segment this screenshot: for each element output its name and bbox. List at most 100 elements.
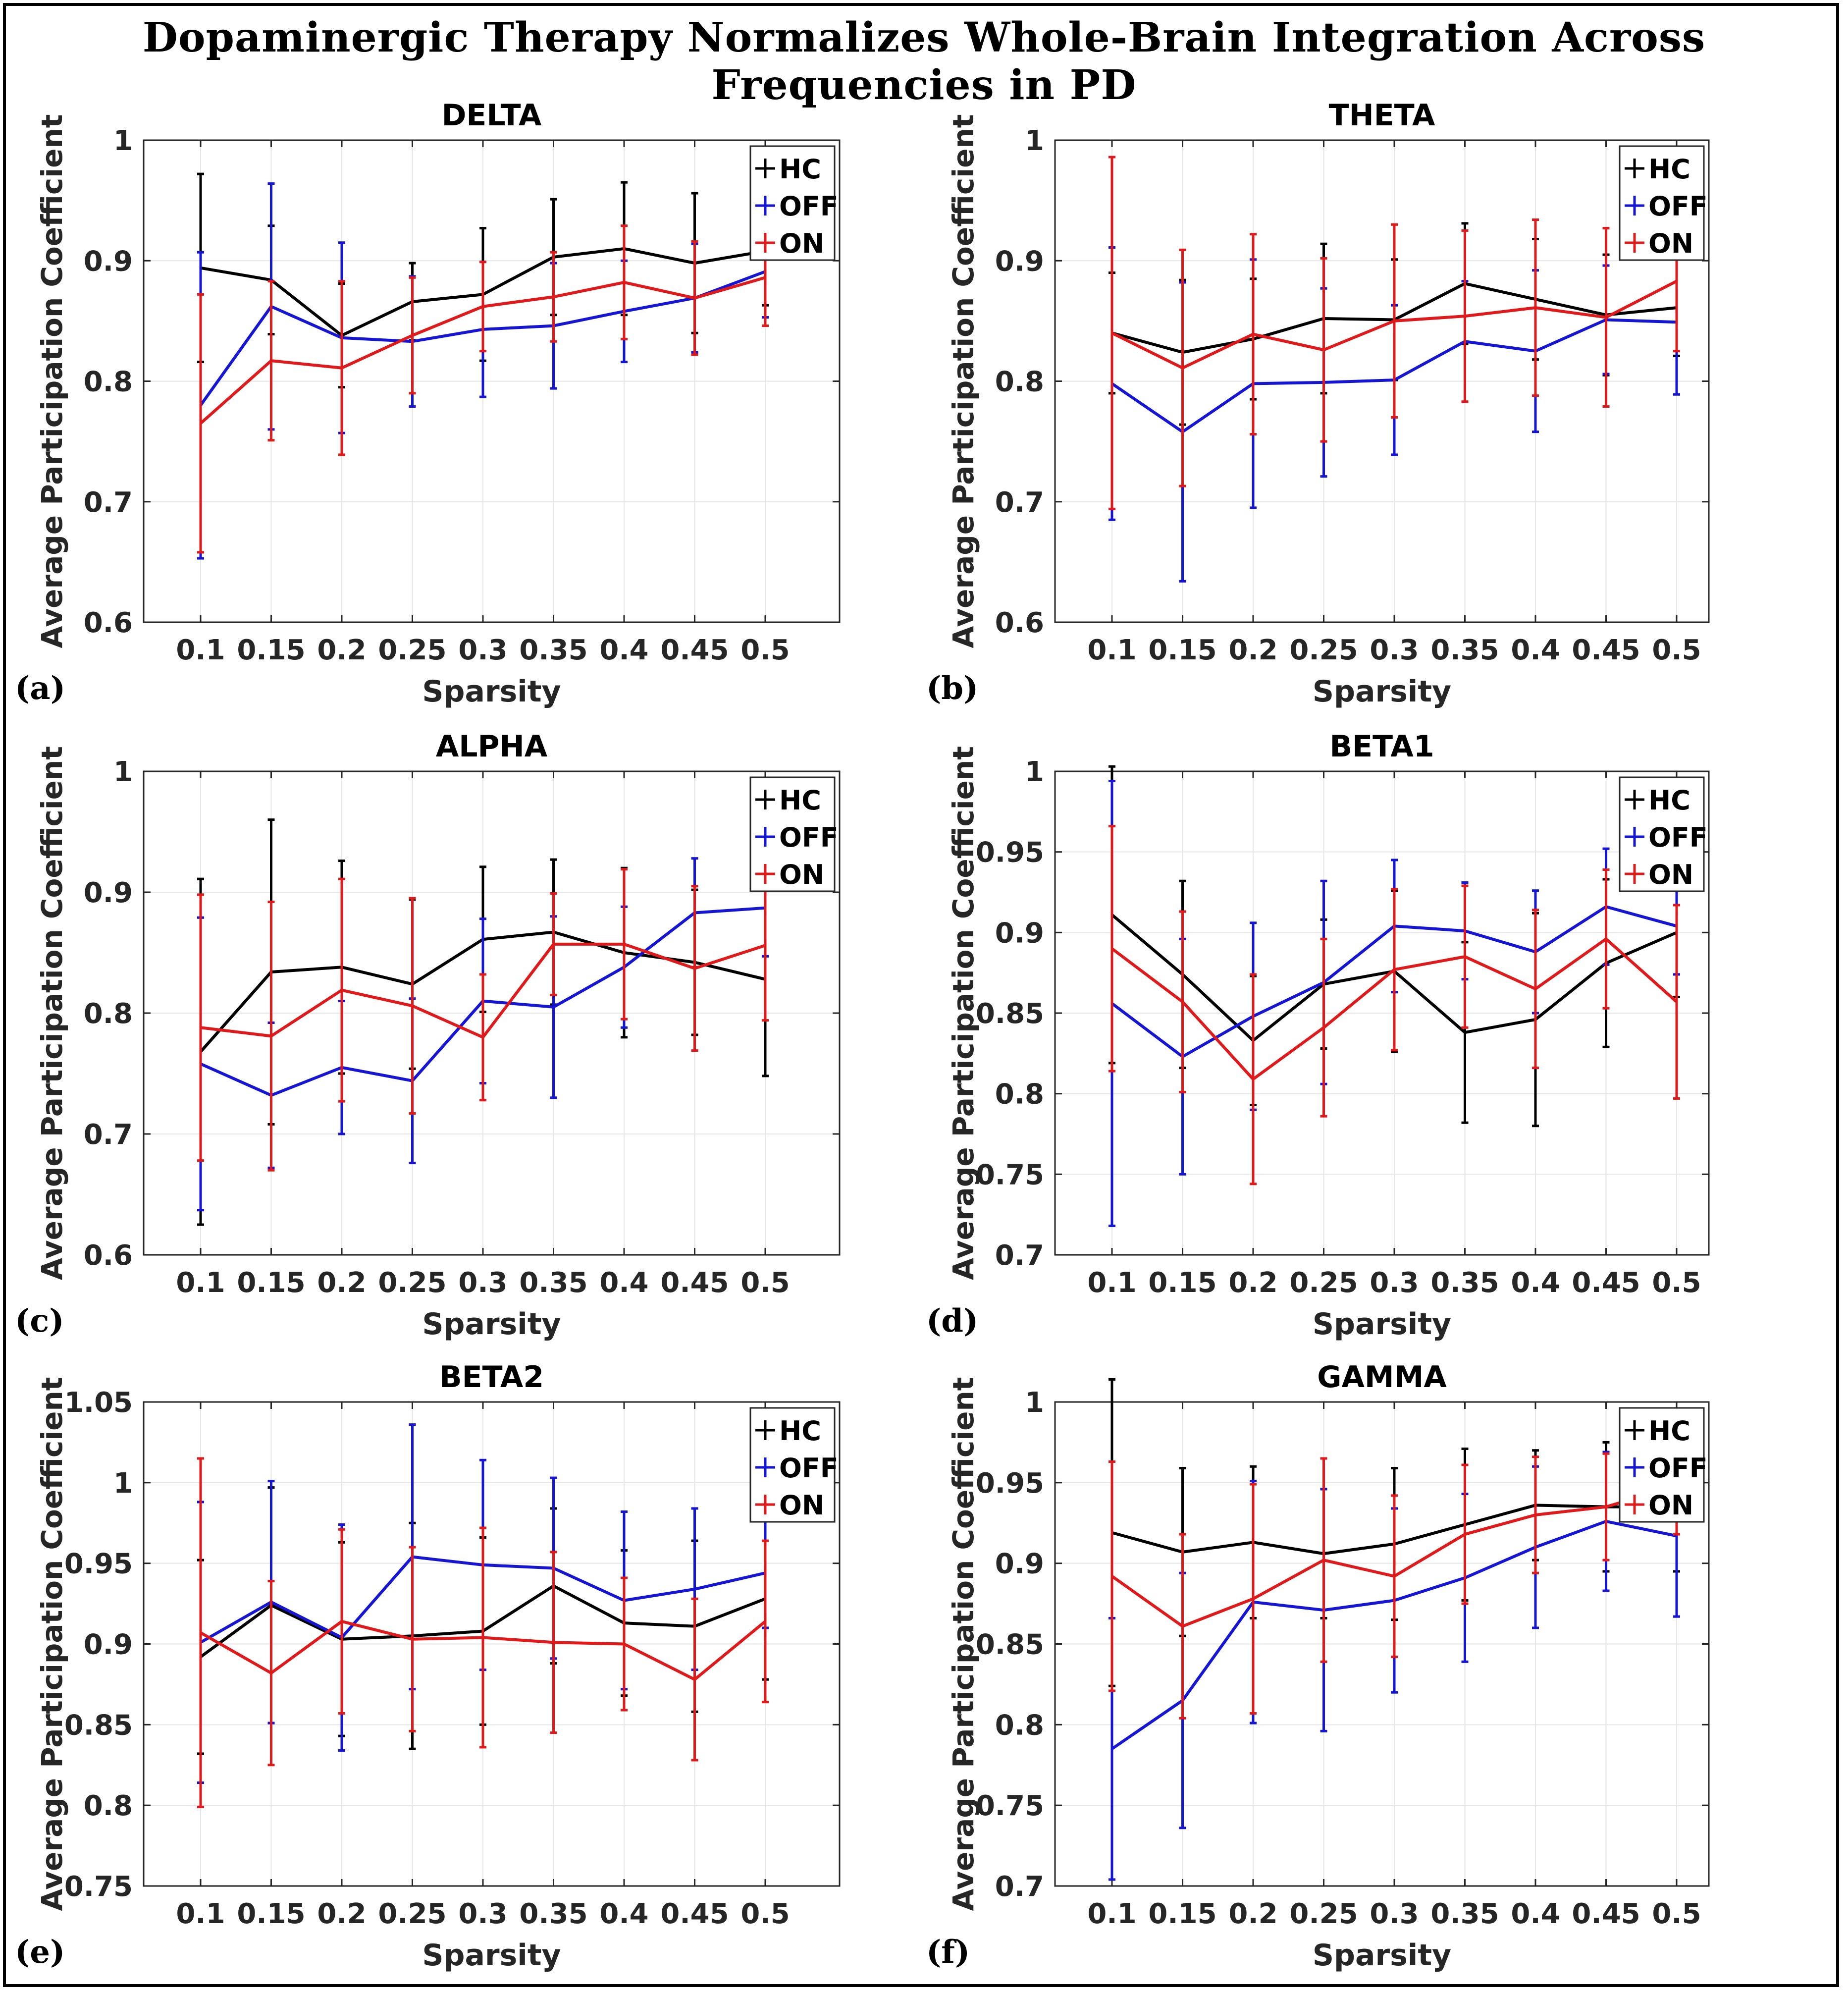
legend: HC OFF ON bbox=[1619, 145, 1708, 261]
x-tick-label: 0.25 bbox=[378, 1898, 446, 1930]
x-axis-label: Sparsity bbox=[422, 674, 561, 709]
y-axis-label: Average Participation Coefficient bbox=[35, 114, 69, 648]
chart-title: GAMMA bbox=[1317, 1360, 1447, 1395]
x-tick-label: 0.1 bbox=[176, 634, 225, 666]
x-axis-label: Sparsity bbox=[1313, 674, 1451, 709]
legend-label-on: ON bbox=[1648, 859, 1693, 890]
x-axis-label: Sparsity bbox=[1313, 1307, 1451, 1342]
x-tick-label: 0.2 bbox=[1228, 1267, 1277, 1299]
y-tick-label: 0.7 bbox=[84, 486, 133, 519]
x-tick-label: 0.25 bbox=[1289, 634, 1358, 666]
panel-label: (d) bbox=[926, 1302, 978, 1340]
y-tick-label: 0.75 bbox=[976, 1790, 1044, 1822]
legend-label-off: OFF bbox=[779, 1453, 839, 1484]
x-tick-label: 0.3 bbox=[458, 1898, 507, 1930]
x-tick-label: 0.15 bbox=[1148, 1267, 1216, 1299]
y-tick-label: 0.85 bbox=[976, 1629, 1044, 1661]
y-axis-label: Average Participation Coefficient bbox=[947, 114, 980, 648]
x-tick-label: 0.3 bbox=[1370, 1898, 1419, 1930]
x-tick-label: 0.3 bbox=[1370, 634, 1419, 666]
figure-title: Dopaminergic Therapy Normalizes Whole-Br… bbox=[142, 14, 1706, 109]
x-tick-label: 0.35 bbox=[1430, 1267, 1499, 1299]
panel-label: (a) bbox=[15, 670, 65, 707]
y-tick-label: 0.75 bbox=[64, 1871, 133, 1903]
panel-label: (b) bbox=[926, 670, 978, 707]
x-axis-label: Sparsity bbox=[1313, 1938, 1451, 1973]
y-tick-label: 0.8 bbox=[84, 1790, 133, 1822]
y-tick-label: 0.7 bbox=[995, 1871, 1044, 1903]
x-tick-label: 0.1 bbox=[1087, 1898, 1136, 1930]
y-tick-label: 0.95 bbox=[64, 1548, 133, 1580]
panel-label: (c) bbox=[15, 1302, 64, 1340]
chart-panel-beta2: 0.75 0.8 0.85 0.9 0.95 1 1.05 0.1 0.15 0.2 0.25 0.3… bbox=[15, 1360, 841, 1973]
x-tick-label: 0.5 bbox=[1652, 634, 1701, 666]
y-tick-label: 0.8 bbox=[995, 1709, 1044, 1741]
series-on bbox=[197, 1457, 769, 1808]
x-tick-label: 0.1 bbox=[176, 1267, 225, 1299]
x-tick-label: 0.35 bbox=[519, 1267, 587, 1299]
chart-panel-gamma: 0.7 0.75 0.8 0.85 0.9 0.95 1 0.1 0.15 0.2 0.25 0.3 0… bbox=[926, 1360, 1710, 1973]
y-tick-label: 0.9 bbox=[995, 917, 1044, 949]
y-axis-label: Average Participation Coefficient bbox=[947, 746, 980, 1280]
y-tick-label: 0.85 bbox=[976, 998, 1044, 1030]
legend: HC OFF ON bbox=[749, 1407, 839, 1523]
x-tick-label: 0.4 bbox=[1511, 1898, 1560, 1930]
legend-label-off: OFF bbox=[779, 822, 839, 853]
x-tick-label: 0.1 bbox=[176, 1898, 225, 1930]
y-tick-label: 0.8 bbox=[84, 998, 133, 1030]
legend-label-off: OFF bbox=[1648, 822, 1708, 853]
y-tick-label: 1 bbox=[1025, 125, 1044, 157]
y-tick-label: 0.6 bbox=[995, 607, 1044, 639]
chart-title: DELTA bbox=[442, 98, 542, 133]
legend-label-on: ON bbox=[1648, 1490, 1693, 1521]
y-axis-label: Average Participation Coefficient bbox=[35, 1377, 69, 1911]
x-tick-label: 0.35 bbox=[1430, 1898, 1499, 1930]
y-tick-label: 0.7 bbox=[995, 486, 1044, 519]
series-line bbox=[1111, 279, 1678, 370]
y-tick-label: 0.75 bbox=[976, 1159, 1044, 1191]
x-tick-label: 0.2 bbox=[317, 1898, 366, 1930]
x-tick-label: 0.5 bbox=[1652, 1898, 1701, 1930]
x-tick-label: 0.5 bbox=[740, 1898, 790, 1930]
x-tick-label: 0.5 bbox=[740, 634, 790, 666]
x-tick-label: 0.25 bbox=[378, 1267, 446, 1299]
legend-label-hc: HC bbox=[1648, 1415, 1690, 1447]
legend-label-hc: HC bbox=[779, 1415, 821, 1447]
x-tick-label: 0.4 bbox=[599, 1898, 648, 1930]
y-tick-label: 0.8 bbox=[995, 1078, 1044, 1111]
x-tick-label: 0.3 bbox=[1370, 1267, 1419, 1299]
legend-label-on: ON bbox=[779, 859, 824, 890]
y-tick-label: 1 bbox=[113, 125, 133, 157]
x-tick-label: 0.45 bbox=[1572, 634, 1640, 666]
legend-label-on: ON bbox=[1648, 228, 1693, 259]
x-tick-label: 0.2 bbox=[1228, 1898, 1277, 1930]
x-tick-label: 0.45 bbox=[660, 634, 729, 666]
x-tick-label: 0.35 bbox=[519, 1898, 587, 1930]
x-tick-label: 0.3 bbox=[458, 634, 507, 666]
series-line bbox=[200, 942, 766, 1039]
y-tick-label: 0.7 bbox=[995, 1239, 1044, 1272]
legend: HC OFF ON bbox=[1619, 776, 1708, 892]
legend-label-off: OFF bbox=[779, 191, 839, 222]
chart-title: BETA2 bbox=[439, 1360, 544, 1395]
x-tick-label: 0.2 bbox=[317, 1267, 366, 1299]
y-tick-label: 0.95 bbox=[976, 837, 1044, 869]
x-tick-label: 0.4 bbox=[599, 634, 648, 666]
legend-label-hc: HC bbox=[1648, 154, 1690, 185]
series-line bbox=[200, 1619, 766, 1681]
legend: HC OFF ON bbox=[1619, 1407, 1708, 1523]
series-line bbox=[1111, 1484, 1677, 1628]
chart-panel-alpha: 0.6 0.7 0.8 0.9 1 0.1 0.15 0.2 0.25 0.3 0.35 0.4 0.4… bbox=[15, 729, 841, 1342]
x-tick-label: 0.35 bbox=[519, 634, 587, 666]
y-tick-label: 1 bbox=[113, 1467, 133, 1500]
chart-title: ALPHA bbox=[436, 729, 548, 764]
y-tick-label: 0.9 bbox=[84, 1629, 133, 1661]
legend: HC OFF ON bbox=[749, 776, 839, 892]
y-tick-label: 0.6 bbox=[84, 1239, 133, 1272]
panel-label: (e) bbox=[15, 1934, 65, 1971]
chart-panel-delta: 0.6 0.7 0.8 0.9 1 0.1 0.15 0.2 0.25 0.3 0.35 0.4 0.4… bbox=[15, 98, 841, 709]
y-tick-label: 0.6 bbox=[84, 607, 133, 639]
x-tick-label: 0.15 bbox=[237, 1267, 305, 1299]
x-tick-label: 0.4 bbox=[1511, 634, 1560, 666]
